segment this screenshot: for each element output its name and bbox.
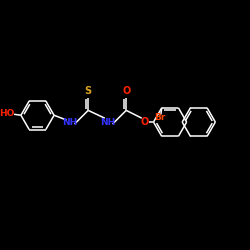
Text: HO: HO (0, 109, 15, 118)
Text: NH: NH (62, 118, 77, 126)
Text: O: O (140, 117, 149, 127)
Text: NH: NH (100, 118, 115, 126)
Text: S: S (84, 86, 92, 96)
Text: Br: Br (154, 113, 166, 122)
Text: O: O (122, 86, 130, 96)
